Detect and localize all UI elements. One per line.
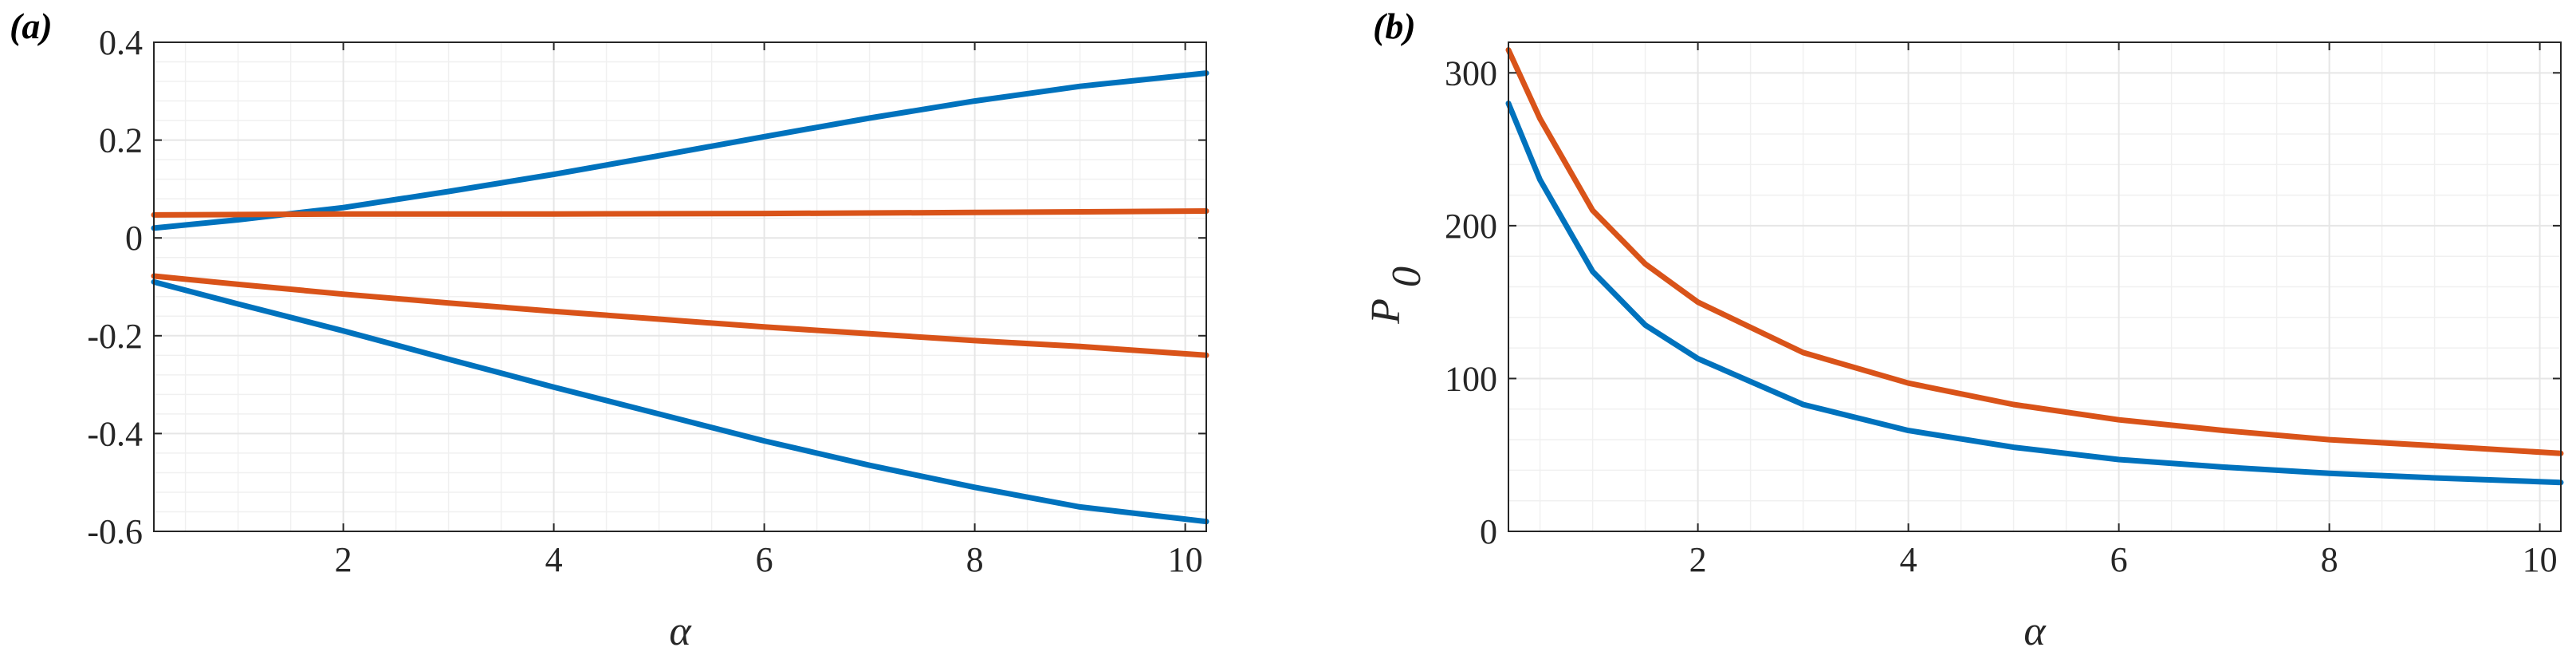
series-line-orange-upper	[151, 208, 1209, 218]
panel-b-ytick-labels: 0 100 200 300	[1445, 53, 2561, 551]
xtick-label: 6	[2110, 540, 2128, 579]
panel-a-series	[151, 70, 1209, 525]
panel-b: (b) 2 4 6 8 10 0 100 200 300 α P 0	[1363, 6, 2564, 654]
xtick-label: 10	[2523, 540, 2558, 579]
panel-b-ylabel: P 0	[1363, 266, 1430, 325]
ytick-label: -0.6	[87, 512, 143, 551]
xtick-label: 6	[756, 540, 773, 579]
xtick-label: 2	[1689, 540, 1707, 579]
panel-a: (a) 2 4 6 8 10 -0.6 -0.4 -0.2 0 0.2 0.4 α	[10, 6, 1209, 654]
ytick-label: 200	[1445, 207, 1497, 246]
ytick-label: 0.2	[99, 121, 143, 160]
ytick-label: 0	[125, 219, 143, 258]
panel-a-grid	[154, 41, 1206, 532]
ytick-label: 300	[1445, 53, 1497, 93]
xtick-label: 4	[545, 540, 563, 579]
panel-b-ylabel-main: P	[1363, 298, 1409, 325]
panel-b-label: (b)	[1373, 6, 1416, 46]
panel-b-ylabel-sub: 0	[1384, 266, 1430, 287]
panel-b-axes-box	[1508, 41, 2562, 532]
ytick-label: 0.4	[99, 23, 143, 62]
xtick-label: 2	[335, 540, 352, 579]
xtick-label: 4	[1900, 540, 1917, 579]
panel-a-label: (a)	[10, 6, 53, 46]
panel-b-xtick-labels: 2 4 6 8 10	[1689, 42, 2558, 579]
panel-a-xtick-labels: 2 4 6 8 10	[335, 42, 1203, 579]
panel-a-xlabel: α	[669, 609, 692, 654]
series-line-blue	[1505, 101, 2564, 486]
ytick-label: 0	[1480, 512, 1497, 551]
panel-b-series	[1505, 47, 2564, 486]
panel-b-xlabel: α	[2023, 609, 2047, 654]
xtick-label: 10	[1168, 540, 1203, 579]
series-line-blue-upper	[151, 70, 1209, 231]
ytick-label: -0.2	[87, 317, 143, 356]
panel-a-axes-box	[153, 41, 1207, 532]
ytick-label: 100	[1445, 359, 1497, 398]
series-line-blue-lower	[151, 278, 1209, 525]
panel-b-grid	[1508, 41, 2561, 532]
xtick-label: 8	[2321, 540, 2338, 579]
ytick-label: -0.4	[87, 414, 143, 453]
panel-a-ytick-labels: -0.6 -0.4 -0.2 0 0.2 0.4	[87, 23, 1206, 551]
series-line-orange	[1505, 47, 2564, 456]
series-line-orange-lower	[151, 273, 1209, 358]
xtick-label: 8	[966, 540, 984, 579]
